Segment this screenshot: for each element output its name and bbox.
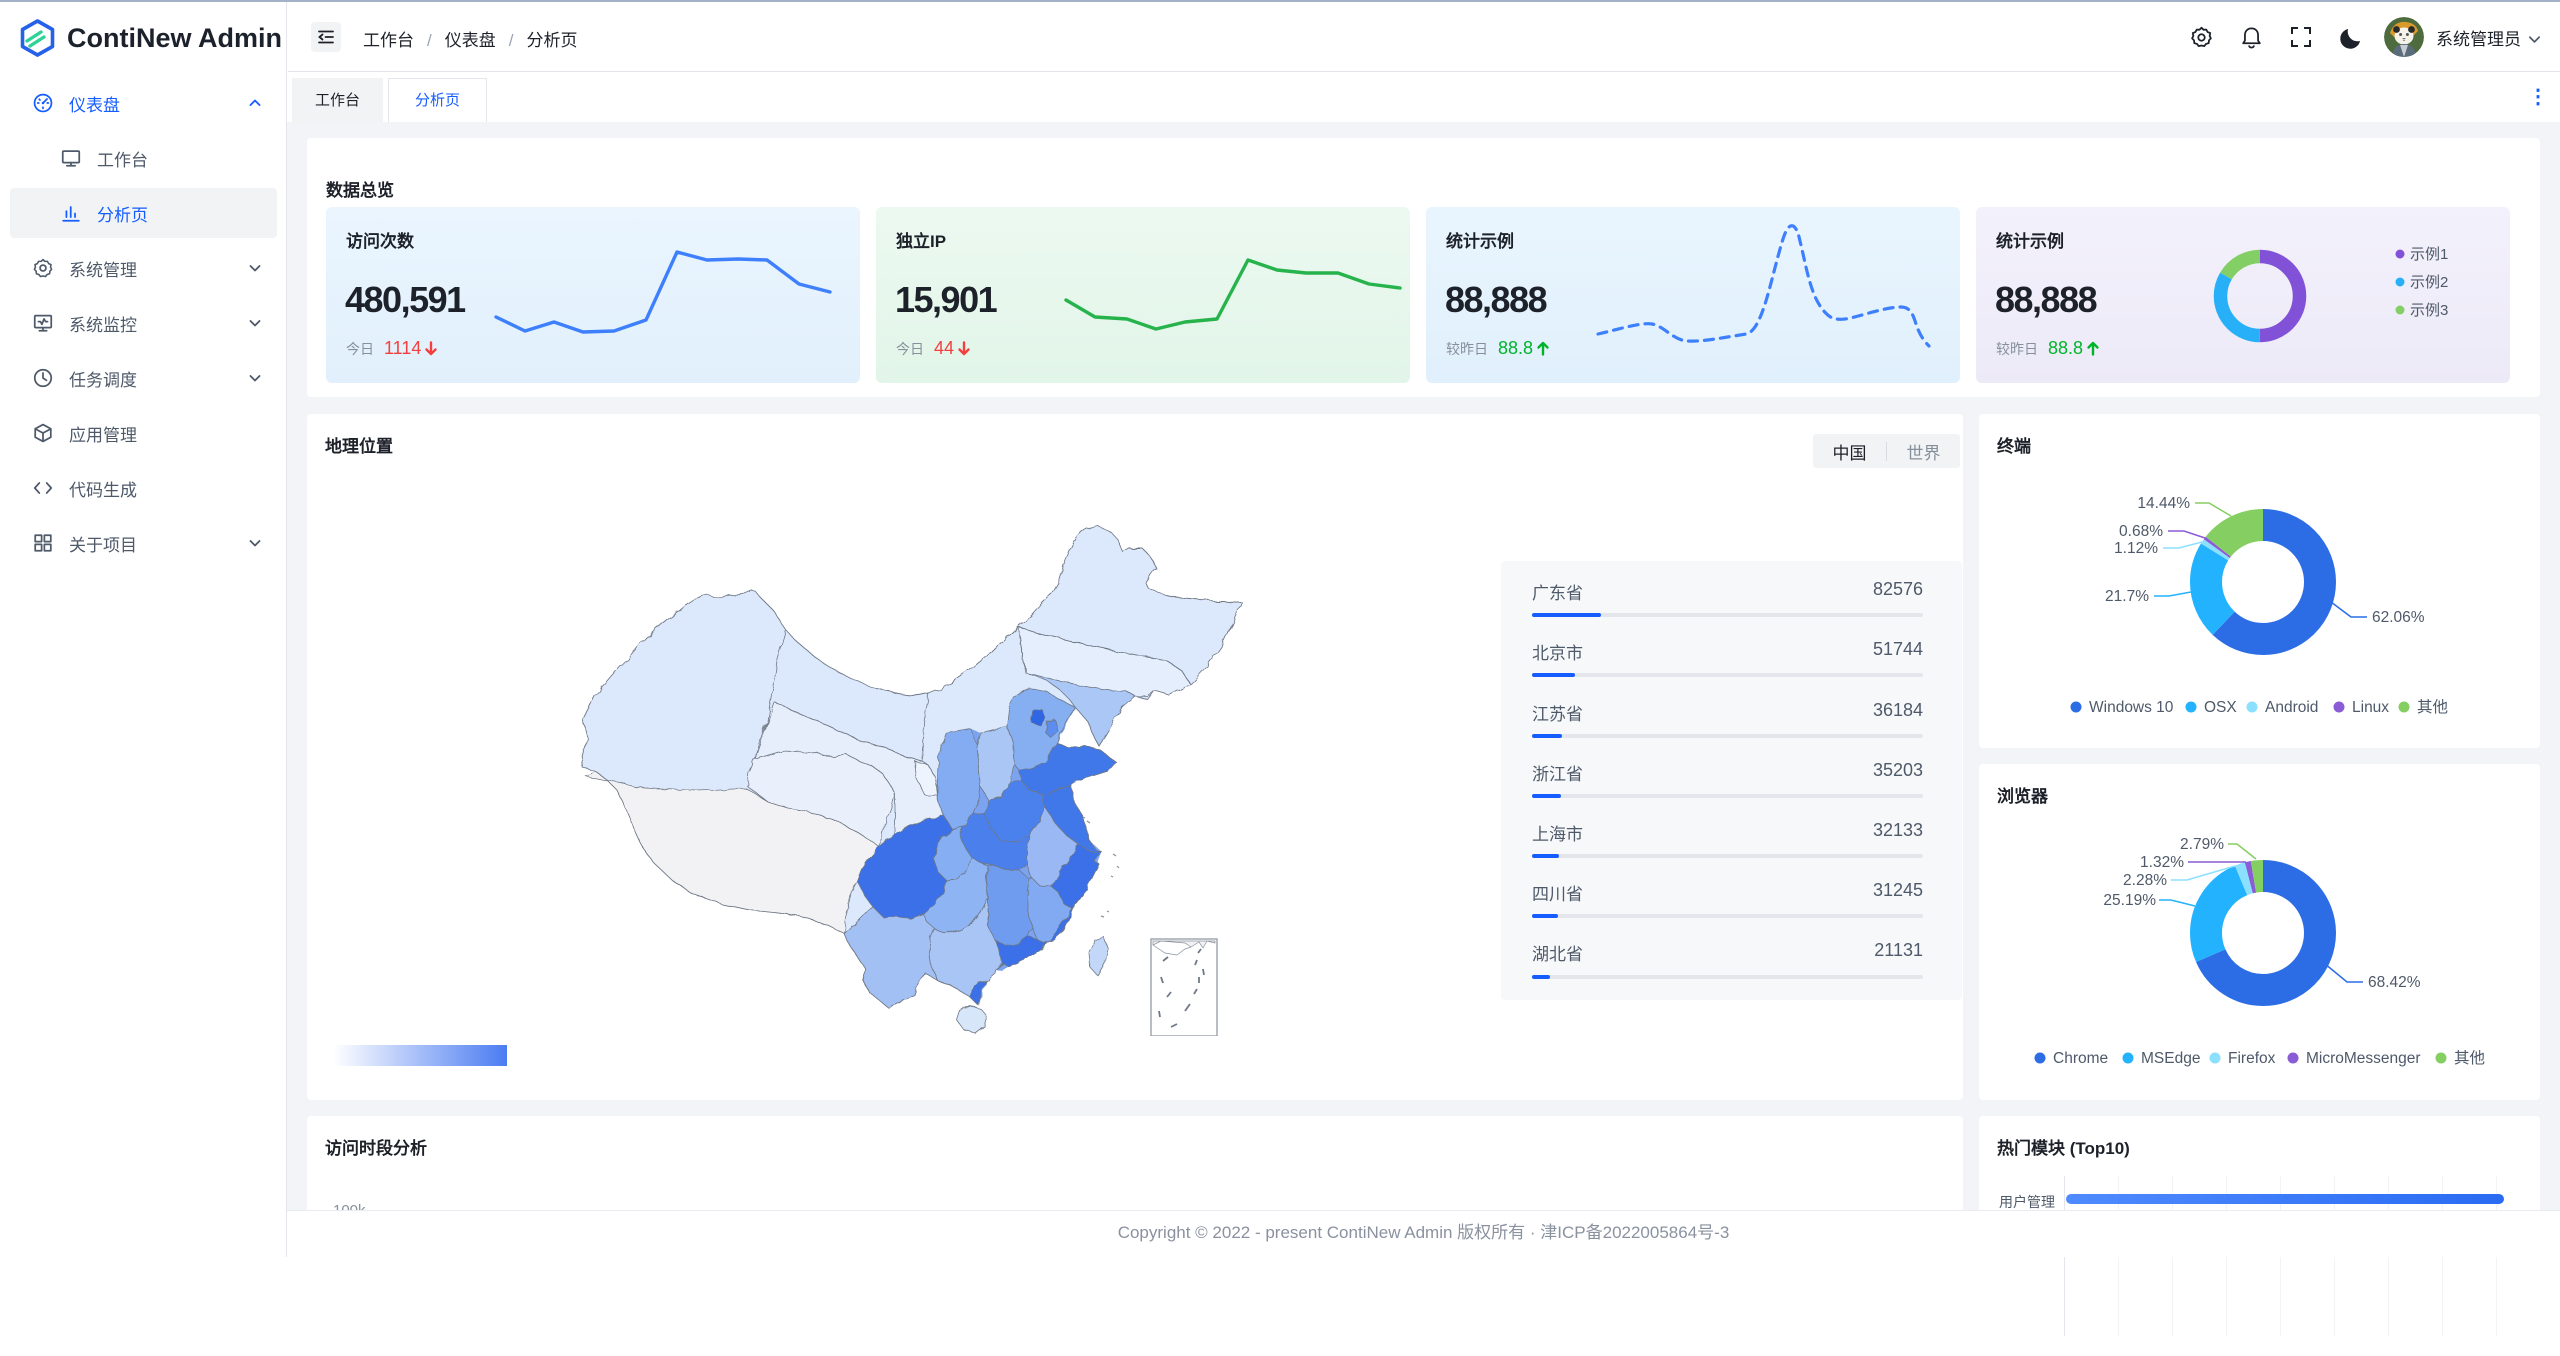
svg-text:2.79%: 2.79% — [2180, 836, 2224, 853]
svg-text:21.7%: 21.7% — [2105, 588, 2149, 605]
svg-text:Android: Android — [2265, 699, 2318, 716]
svg-text:Chrome: Chrome — [2053, 1050, 2108, 1067]
svg-text:2.28%: 2.28% — [2123, 872, 2167, 889]
svg-text:示例2: 示例2 — [2410, 274, 2448, 291]
svg-text:Linux: Linux — [2352, 699, 2389, 716]
svg-text:Firefox: Firefox — [2228, 1050, 2276, 1067]
svg-text:示例3: 示例3 — [2410, 302, 2448, 319]
svg-text:MSEdge: MSEdge — [2141, 1050, 2200, 1067]
svg-text:68.42%: 68.42% — [2368, 974, 2421, 991]
svg-text:0.68%: 0.68% — [2119, 523, 2163, 540]
svg-text:Windows 10: Windows 10 — [2089, 699, 2174, 716]
svg-text:MicroMessenger: MicroMessenger — [2306, 1050, 2421, 1067]
svg-text:25.19%: 25.19% — [2103, 892, 2156, 909]
svg-text:其他: 其他 — [2417, 698, 2448, 716]
svg-text:1.32%: 1.32% — [2140, 854, 2184, 871]
svg-text:OSX: OSX — [2204, 699, 2237, 716]
svg-text:其他: 其他 — [2454, 1049, 2485, 1067]
svg-text:14.44%: 14.44% — [2137, 495, 2190, 512]
svg-text:示例1: 示例1 — [2410, 246, 2448, 263]
svg-text:1.12%: 1.12% — [2114, 540, 2158, 557]
svg-text:62.06%: 62.06% — [2372, 609, 2425, 626]
